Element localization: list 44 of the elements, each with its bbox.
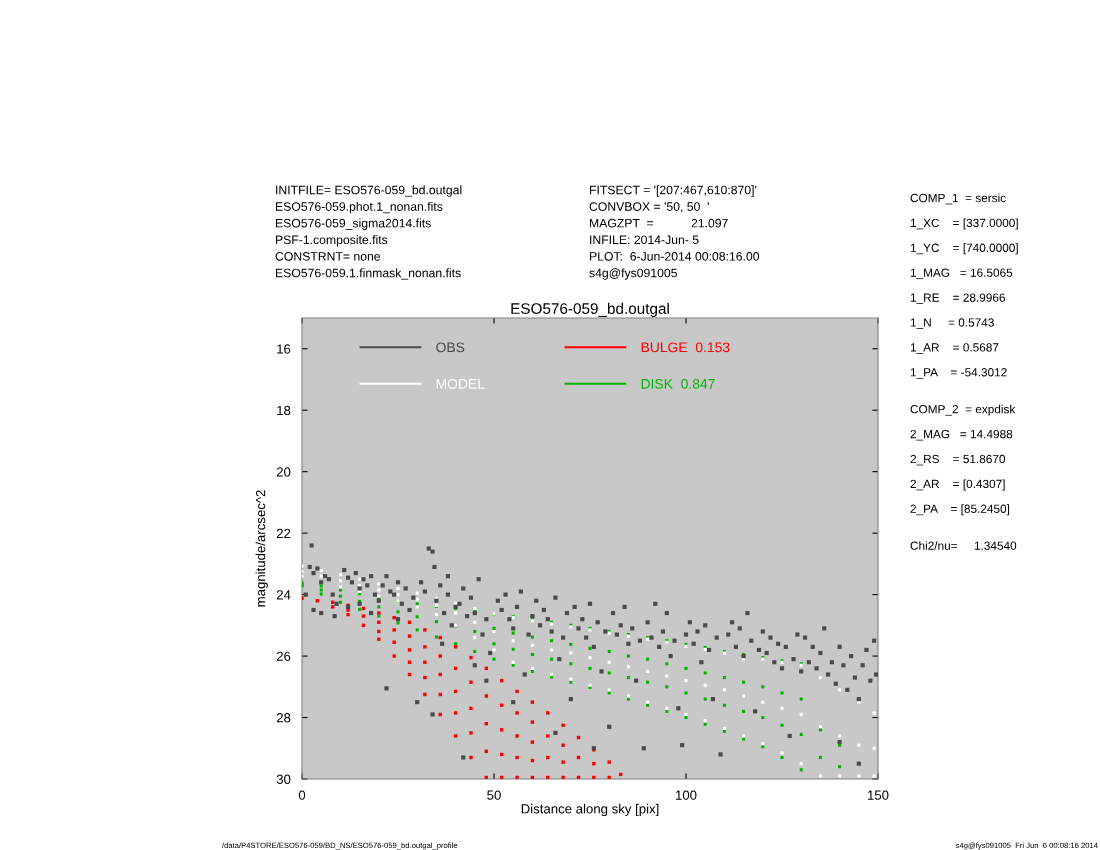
text: INFILE: 2014-Jun- 5 [590, 235, 699, 245]
y-tick-label: 22 [276, 528, 291, 538]
text: 1_YC = [740.0000] [910, 243, 1018, 255]
legend-label: DISK 0.847 [641, 378, 715, 389]
text: ESO576-059.1.finmask_nonan.fits [276, 268, 461, 280]
text: 1_XC = [337.0000] [910, 218, 1018, 230]
x-tick-label: 150 [868, 790, 889, 800]
text: 2_PA = [85.2450] [910, 504, 1010, 516]
text: INITFILE= ESO576-059_bd.outgal [276, 185, 462, 197]
text: 1_PA = -54.3012 [910, 368, 1007, 379]
text: PLOT: 6-Jun-2014 00:08:16.00 [590, 252, 760, 261]
text: Chi2/nu= 1.34540 [910, 541, 1017, 550]
text: PSF-1.composite.fits [276, 235, 388, 247]
text: 2_MAG = 14.4988 [910, 429, 1013, 441]
y-tick-label: 28 [276, 713, 291, 723]
text: COMP_2 = expdisk [910, 404, 1016, 416]
text: 1_N = 0.5743 [910, 318, 994, 329]
text: 1_RE = 28.9966 [910, 293, 1005, 304]
text: MAGZPT = 21.097 [590, 218, 728, 228]
text: COMP_1 = sersic [910, 193, 1006, 205]
x-tick-label: 100 [676, 790, 697, 800]
legend-label: OBS [436, 342, 465, 353]
x-tick-label: 50 [487, 790, 501, 800]
text: 2_RS = 51.8670 [910, 454, 1006, 466]
y-tick-label: 18 [277, 405, 291, 416]
text: 1_AR = 0.5687 [910, 343, 999, 354]
legend-label: BULGE 0.153 [641, 342, 730, 353]
text: FITSECT = '[207:467,610:870]' [590, 185, 757, 197]
text: CONSTRNT= none [275, 252, 381, 261]
y-tick-label: 30 [276, 774, 291, 784]
x-axis-title: Distance along sky [pix] [521, 803, 659, 817]
y-tick-label: 24 [276, 590, 291, 600]
text: 1_MAG = 16.5065 [910, 268, 1013, 280]
y-axis-title: magnitude/arcsec^2 [255, 490, 268, 607]
text: ESO576-059.phot.1_nonan.fits [276, 201, 443, 214]
text: CONVBOX = '50, 50 ' [589, 202, 709, 213]
y-tick-label: 26 [276, 651, 291, 661]
y-tick-label: 16 [277, 344, 291, 354]
x-tick-label: 0 [298, 790, 306, 800]
y-tick-label: 20 [276, 467, 291, 477]
text: s4g@fys091005 [589, 268, 677, 280]
text: 2_AR = [0.4307] [910, 479, 1005, 491]
text: ESO576-059_sigma2014.fits [276, 218, 431, 230]
chart-title: ESO576-059_bd.outgal [511, 302, 669, 317]
